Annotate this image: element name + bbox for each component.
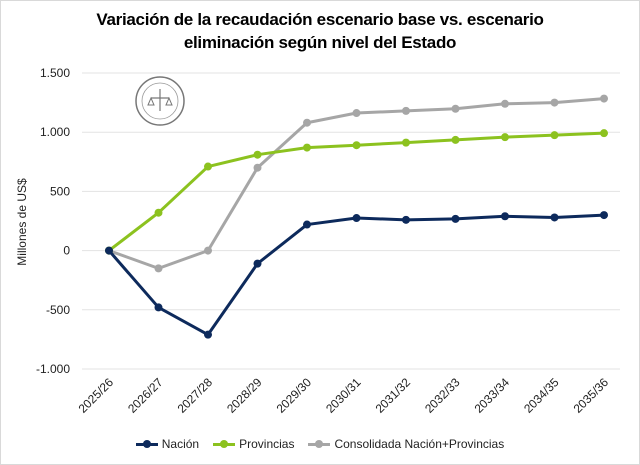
data-point: [204, 246, 212, 255]
data-point: [600, 129, 608, 138]
data-point: [352, 214, 361, 223]
series-line-2: [108, 97, 605, 270]
x-tick-label: 2025/26: [76, 375, 117, 416]
x-tick-label: 2034/35: [521, 375, 562, 416]
data-point: [451, 214, 460, 223]
data-point: [253, 259, 262, 268]
data-point: [501, 212, 509, 221]
bcr-seal-logo: [135, 76, 185, 126]
data-point: [501, 133, 509, 142]
legend-item: Nación: [135, 437, 200, 451]
x-tick-label: 2035/36: [571, 375, 612, 416]
data-point: [600, 94, 608, 103]
chart-title: Variación de la recaudación escenario ba…: [0, 8, 640, 54]
data-point: [204, 162, 212, 171]
y-tick-label: 0: [63, 244, 70, 258]
y-tick-label: -500: [46, 303, 70, 317]
data-point: [352, 141, 361, 150]
legend-label: Provincias: [239, 437, 295, 451]
data-point: [303, 118, 311, 127]
data-point: [402, 215, 410, 224]
legend-swatch: [135, 440, 158, 448]
title-line-1: Variación de la recaudación escenario ba…: [96, 10, 544, 29]
data-point: [501, 99, 509, 108]
y-tick-label: 1.500: [40, 66, 70, 80]
data-point: [451, 135, 460, 144]
legend-label: Nación: [161, 437, 200, 451]
data-point: [550, 131, 559, 140]
data-point: [253, 150, 262, 159]
x-tick-label: 2033/34: [472, 375, 513, 416]
data-point: [402, 106, 410, 115]
data-point: [105, 246, 113, 255]
legend-swatch: [308, 440, 331, 448]
x-tick-label: 2029/30: [274, 375, 315, 416]
data-point: [303, 220, 311, 229]
legend-label: Consolidada Nación+Provincias: [334, 437, 505, 451]
data-point: [352, 109, 361, 118]
y-tick-label: -1.000: [36, 362, 70, 376]
data-point: [550, 98, 559, 107]
data-point: [402, 138, 410, 147]
title-line-2: eliminación según nivel del Estado: [183, 33, 457, 52]
data-point: [550, 213, 559, 222]
data-point: [154, 264, 163, 273]
x-tick-label: 2026/27: [125, 375, 166, 416]
data-point: [303, 143, 311, 152]
x-tick-label: 2031/32: [373, 375, 414, 416]
x-tick-label: 2027/28: [175, 375, 216, 416]
y-axis-label: Millones de US$: [15, 178, 29, 266]
x-tick-label: 2030/31: [323, 375, 364, 416]
data-point: [253, 163, 262, 172]
legend-item: Provincias: [213, 437, 294, 451]
data-point: [600, 211, 608, 220]
y-tick-label: 1.000: [40, 125, 70, 139]
data-point: [204, 330, 212, 339]
x-tick-label: 2032/33: [422, 375, 463, 416]
legend-item: Consolidada Nación+Provincias: [308, 437, 504, 451]
x-tick-label: 2028/29: [224, 375, 265, 416]
series-line-0: [107, 213, 605, 337]
data-point: [154, 303, 163, 312]
data-point: [451, 104, 460, 113]
legend: Nación Provincias Consolidada Nación+Provi…: [0, 437, 640, 451]
legend-swatch: [213, 440, 236, 448]
y-tick-label: 500: [50, 184, 70, 198]
data-point: [154, 208, 163, 217]
